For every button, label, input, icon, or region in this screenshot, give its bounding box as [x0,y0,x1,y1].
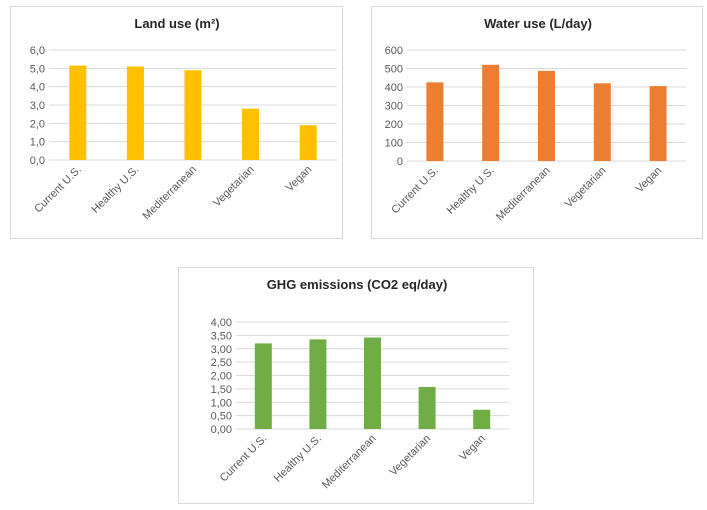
water-use-chart-svg: Water use (L/day) 0 100 200 300 400 500 600 Cur… [385,16,686,224]
bar [69,65,87,160]
bar [482,64,500,161]
x-tick-label: Vegan [634,165,665,196]
x-tick-label: Mediterranean [494,165,553,224]
bar [418,387,436,429]
x-tick-label: Mediterranean [140,164,199,223]
x-tick-label: Current U.S. [218,433,270,485]
y-tick-label: 0,00 [211,424,232,436]
ghg-emissions-chart: GHG emissions (CO2 eq/day) 0,00 0,50 1,00 1… [178,267,534,504]
y-tick-label: 5,0 [30,63,45,75]
bar [242,108,260,160]
y-tick-label: 200 [385,119,403,131]
chart-title: Land use (m²) [134,16,219,31]
ghg-emissions-chart-svg: GHG emissions (CO2 eq/day) 0,000,50 1,001… [211,277,509,492]
y-tick-label: 4,00 [211,317,232,329]
bar [473,409,491,429]
bar [364,337,381,429]
y-tick-label: 300 [385,101,403,113]
x-tick-label: Healthy U.S. [272,433,324,485]
land-use-chart: Land use (m²) 0,0 1,0 2,0 3,0 4,0 5,0 6,0 Curre… [10,6,343,239]
y-tick-label: 2,00 [211,371,232,383]
y-tick-label: 1,0 [30,137,45,149]
y-tick-label: 3,0 [30,100,45,112]
x-tick-label: Current U.S. [32,164,84,216]
bar [593,83,611,161]
bar [184,70,202,160]
chart-title: GHG emissions (CO2 eq/day) [267,277,448,292]
y-tick-label: 2,50 [211,357,232,369]
bar [299,125,317,160]
y-tick-label: 500 [385,64,403,76]
y-tick-label: 3,00 [211,344,232,356]
x-tick-label: Vegetarian [388,433,434,479]
y-tick-label: 400 [385,82,403,94]
x-tick-label: Mediterranean [320,433,379,492]
x-tick-label: Vegetarian [211,164,257,210]
chart-title: Water use (L/day) [484,16,592,31]
y-tick-label: 1,00 [211,397,232,409]
y-tick-label: 600 [385,45,403,57]
y-tick-label: 0,0 [30,155,45,167]
y-tick-label: 1,50 [211,384,232,396]
bar [426,82,444,161]
y-tick-label: 0,50 [211,411,232,423]
x-tick-label: Vegan [457,433,488,464]
x-tick-label: Vegetarian [563,165,609,211]
x-tick-label: Healthy U.S. [89,164,141,216]
bar [309,339,327,429]
water-use-chart: Water use (L/day) 0 100 200 300 400 500 600 Cur… [371,6,703,239]
land-use-chart-svg: Land use (m²) 0,0 1,0 2,0 3,0 4,0 5,0 6,0 Curre… [30,16,337,223]
x-tick-label: Healthy U.S. [445,165,497,217]
y-tick-label: 4,0 [30,82,45,94]
y-tick-label: 2,0 [30,118,45,130]
y-tick-label: 6,0 [30,45,45,57]
bar [649,86,667,161]
x-tick-label: Vegan [284,164,315,195]
bar [538,70,555,161]
bar [126,66,144,160]
y-tick-label: 3,50 [211,330,232,342]
x-tick-label: Current U.S. [389,165,441,217]
bar [254,343,272,429]
y-tick-label: 100 [385,138,403,150]
y-tick-label: 0 [397,156,403,168]
